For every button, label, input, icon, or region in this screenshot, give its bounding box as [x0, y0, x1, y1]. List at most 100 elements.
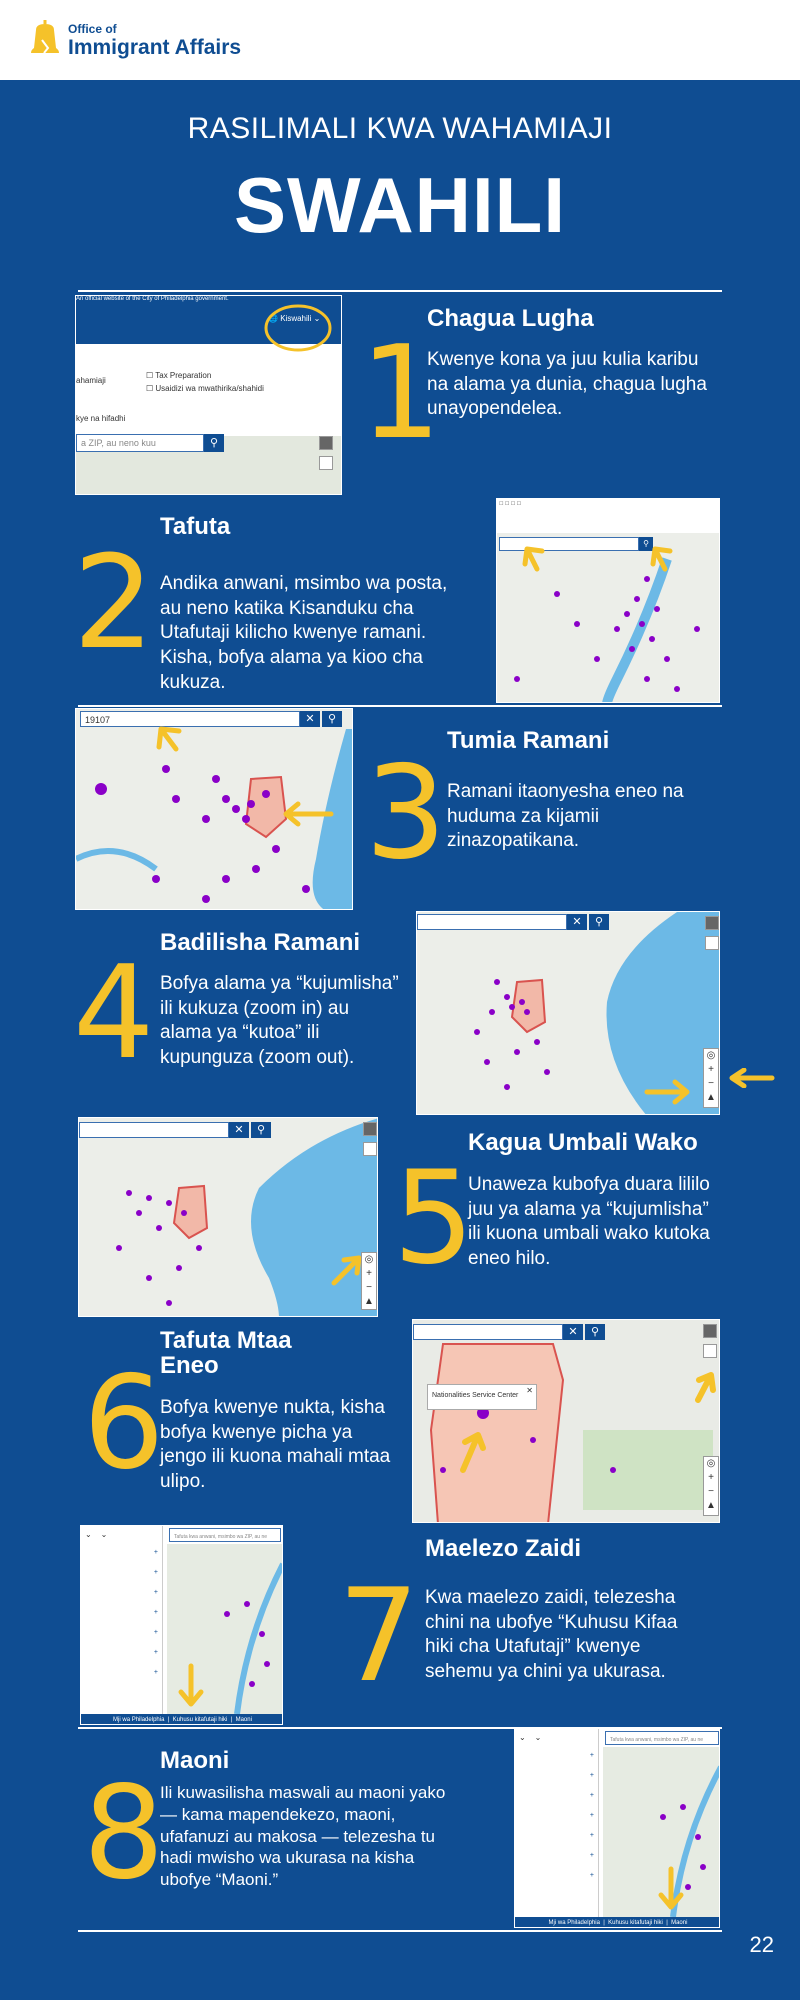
- footer-link-about[interactable]: Kuhusu kitafutaji hiki: [608, 1920, 663, 1926]
- footer-link-philadelphia[interactable]: Mji wa Philadelphia: [113, 1717, 165, 1723]
- page-subtitle: RASILIMALI KWA WAHAMIAJI: [187, 112, 613, 145]
- logo-big-text: Immigrant Affairs: [68, 35, 242, 59]
- divider: [78, 1727, 722, 1729]
- search-input-7[interactable]: Tafuta kwa anwani, msimbo wa ZIP, au ne: [169, 1528, 281, 1542]
- zoom-controls[interactable]: ◎ + − ▲: [361, 1252, 377, 1310]
- zoom-out-icon[interactable]: −: [366, 1282, 372, 1293]
- search-input[interactable]: a ZIP, au neno kuu: [76, 434, 204, 452]
- search-button[interactable]: ⚲: [204, 434, 224, 452]
- step-title-6: Tafuta Mtaa Eneo: [160, 1327, 292, 1380]
- clear-icon[interactable]: ✕: [229, 1122, 249, 1138]
- location-popup[interactable]: Nationalities Service Center ✕: [427, 1384, 537, 1410]
- step-number-1: 1: [360, 319, 442, 468]
- step-number-6: 6: [83, 1349, 165, 1498]
- popup-title: Nationalities Service Center: [432, 1392, 519, 1399]
- map-area: [76, 726, 352, 909]
- building-icon[interactable]: [703, 1344, 717, 1358]
- page-title: SWAHILI: [234, 161, 566, 249]
- arrow-down-icon: [658, 1866, 684, 1910]
- divider: [78, 290, 722, 292]
- language-label: Kiswahili: [280, 314, 312, 323]
- zoom-controls[interactable]: ◎ + − ▲: [703, 1456, 719, 1516]
- filter-option-1[interactable]: ☐ Tax Preparation: [146, 371, 212, 380]
- site-banner: An official website of the City of Phila…: [76, 296, 341, 304]
- search-input-5[interactable]: [79, 1122, 229, 1138]
- step-title-5: Kagua Umbali Wako: [468, 1129, 698, 1156]
- step-number-3: 3: [365, 739, 447, 888]
- filter-label: ahamiaji: [76, 376, 106, 385]
- liberty-bell-icon: [31, 20, 59, 54]
- step-number-7: 7: [338, 1562, 420, 1711]
- step-text-4: Bofya alama ya “kujumlisha” ili kukuza (…: [160, 973, 399, 1069]
- screenshot-step-8: ⌄ ⌄ + + + + + + + Tafuta kwa anwani, msimbo wa…: [514, 1728, 720, 1928]
- search-input-8[interactable]: Tafuta kwa anwani, msimbo wa ZIP, au ne: [605, 1731, 719, 1745]
- divider: [78, 1930, 722, 1932]
- zoom-controls[interactable]: ◎ + − ▲: [703, 1048, 719, 1108]
- logo-small-text: Office of: [68, 21, 117, 36]
- step-text-1: Kwenye kona ya juu kulia karibu na alama…: [427, 349, 707, 420]
- compass-icon[interactable]: ▲: [364, 1296, 374, 1307]
- map-area: [429, 1343, 716, 1522]
- screenshot-step-2: ☐ ☐ ☐ ☐ ⚲: [496, 498, 720, 703]
- locate-icon[interactable]: ◎: [364, 1254, 374, 1265]
- search-button-6[interactable]: ⚲: [585, 1324, 605, 1340]
- page-number: 22: [749, 1932, 774, 1957]
- header: Office of Immigrant Affairs: [0, 0, 800, 80]
- map-dots: [514, 546, 700, 702]
- chevron-down-icon: ⌄: [313, 314, 321, 323]
- step-title-1: Chagua Lugha: [427, 305, 594, 332]
- site-footer: Mji wa Philadelphia | Kuhusu kitafutaji …: [81, 1714, 282, 1724]
- screenshot-step-1: An official website of the City of Phila…: [75, 295, 342, 495]
- search-input-3[interactable]: 19107: [80, 711, 300, 727]
- zoom-in-icon[interactable]: +: [708, 1472, 714, 1483]
- search-button-5[interactable]: ⚲: [251, 1122, 271, 1138]
- clear-icon[interactable]: ✕: [563, 1324, 583, 1340]
- step-text-3: Ramani itaonyesha eneo na huduma za kija…: [447, 781, 684, 852]
- screenshot-step-6: ✕ ⚲ Nationalities Service Center ✕ ◎ + −…: [412, 1319, 720, 1523]
- globe-icon: 🌐: [268, 314, 278, 323]
- footer-link-philadelphia[interactable]: Mji wa Philadelphia: [548, 1920, 600, 1926]
- zoom-in-icon[interactable]: +: [708, 1064, 714, 1075]
- search-button-2[interactable]: ⚲: [639, 537, 653, 551]
- screenshot-step-5: ✕ ⚲ ◎ + − ▲: [78, 1117, 378, 1317]
- filter-option-2[interactable]: ☐ Usaidizi wa mwathirika/shahidi: [146, 384, 264, 393]
- compass-icon[interactable]: ▲: [706, 1092, 716, 1103]
- search-button-3[interactable]: ⚲: [322, 711, 342, 727]
- arrow-left-icon: [729, 1068, 775, 1088]
- language-selector[interactable]: 🌐 Kiswahili ⌄: [268, 314, 320, 323]
- map-area: [474, 912, 719, 1114]
- map-area: [116, 1118, 377, 1316]
- site-footer: Mji wa Philadelphia | Kuhusu kitafutaji …: [515, 1917, 719, 1927]
- step-number-2: 2: [73, 529, 155, 678]
- compass-icon[interactable]: ▲: [706, 1500, 716, 1511]
- step-number-8: 8: [83, 1759, 165, 1908]
- filter-label-2: kye na hifadhi: [76, 414, 126, 423]
- step-text-7: Kwa maelezo zaidi, telezesha chini na ub…: [425, 1587, 678, 1683]
- search-input-6[interactable]: [413, 1324, 563, 1340]
- footer-link-feedback[interactable]: Maoni: [671, 1920, 688, 1926]
- step-title-3: Tumia Ramani: [447, 727, 610, 754]
- close-icon[interactable]: ✕: [526, 1386, 533, 1395]
- search-button-4[interactable]: ⚲: [589, 914, 609, 930]
- zoom-out-icon[interactable]: −: [708, 1078, 714, 1089]
- zoom-in-icon[interactable]: +: [366, 1268, 372, 1279]
- step-title-7: Maelezo Zaidi: [425, 1535, 582, 1562]
- step-title-8: Maoni: [160, 1747, 230, 1774]
- step-number-4: 4: [73, 939, 155, 1088]
- zoom-out-icon[interactable]: −: [708, 1486, 714, 1497]
- step-text-2: Andika anwani, msimbo wa posta, au neno …: [160, 573, 448, 693]
- footer-link-feedback[interactable]: Maoni: [235, 1717, 252, 1723]
- highlight-circle: [264, 304, 332, 352]
- search-input-4[interactable]: [417, 914, 567, 930]
- clear-icon[interactable]: ✕: [567, 914, 587, 930]
- footer-link-about[interactable]: Kuhusu kitafutaji hiki: [172, 1717, 228, 1723]
- logo: Office of Immigrant Affairs: [28, 20, 241, 60]
- locate-icon[interactable]: ◎: [706, 1050, 716, 1061]
- arrow-down-icon: [178, 1663, 204, 1707]
- step-title-2: Tafuta: [160, 513, 231, 540]
- map-area: [167, 1544, 282, 1714]
- clear-icon[interactable]: ✕: [300, 711, 320, 727]
- locate-icon[interactable]: ◎: [706, 1458, 716, 1469]
- step-text-8: Ili kuwasilisha maswali au maoni yako — …: [160, 1783, 446, 1889]
- screenshot-step-4: ✕ ⚲ ◎ + − ▲: [416, 911, 720, 1115]
